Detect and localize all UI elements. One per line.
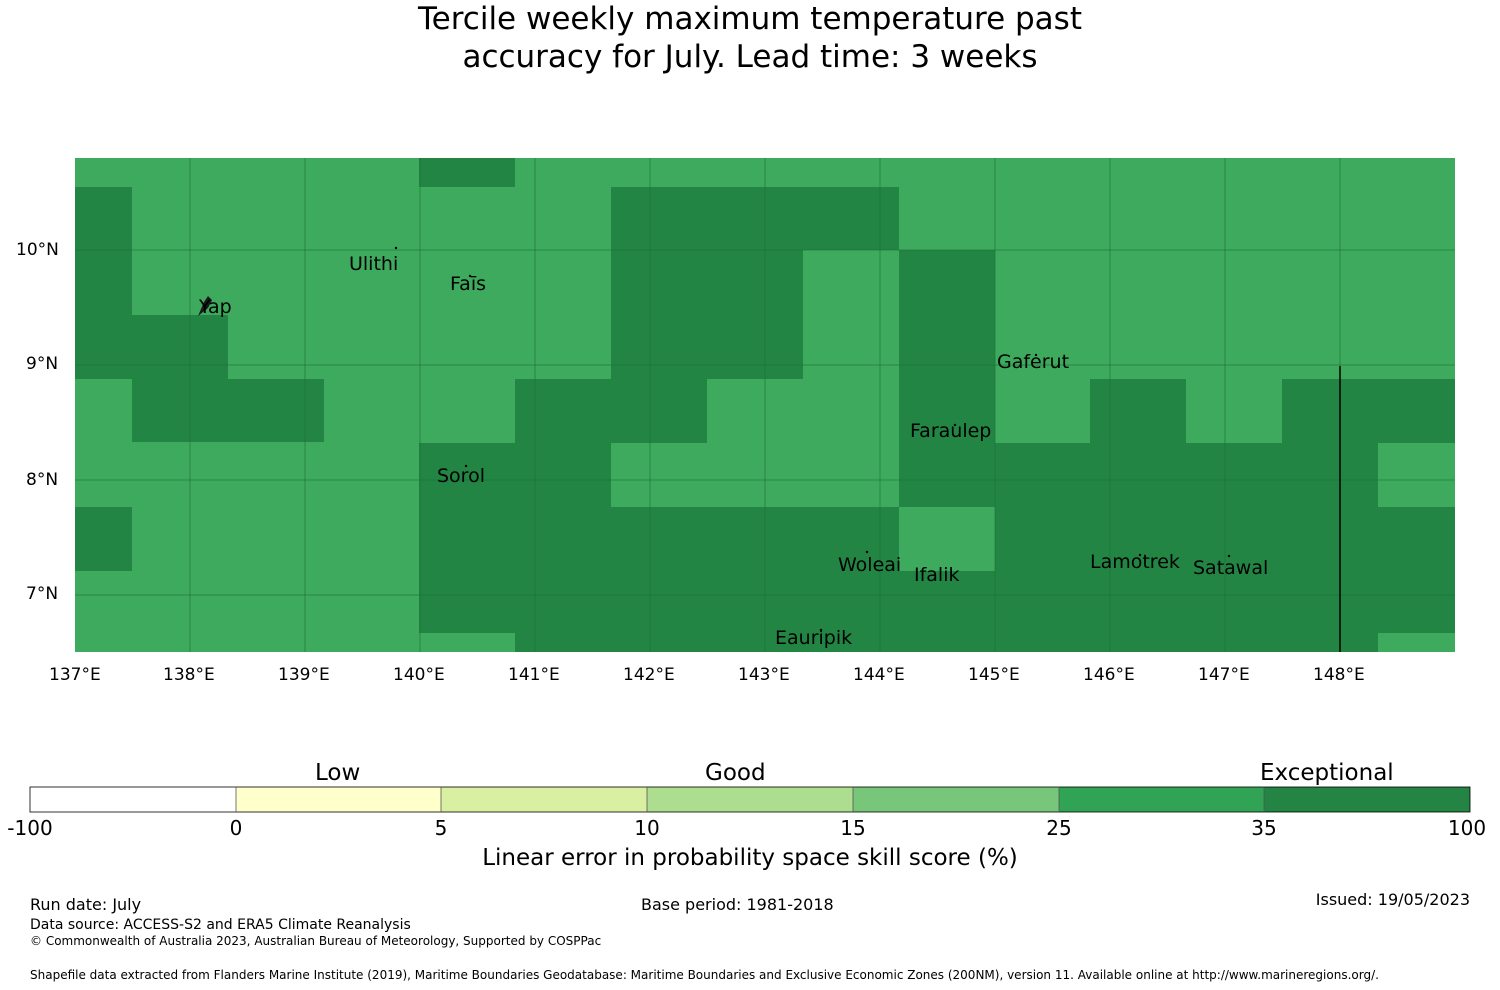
skill-cell-dark: [1282, 379, 1455, 443]
island-dot: [1034, 353, 1038, 357]
colorbar-segment: [1264, 787, 1470, 812]
colorbar-tick-minus100: -100: [7, 816, 53, 840]
colorbar-tick-15: 15: [840, 816, 866, 840]
colorbar-word-low: Low: [315, 760, 361, 786]
place-label-lamotrek: Lamotrek: [1090, 551, 1180, 573]
island-dot: [819, 628, 823, 632]
place-label-eauripik: Eauripik: [775, 627, 853, 649]
colorbar-tick-0: 0: [229, 816, 243, 840]
skill-cell-dark: [899, 571, 1455, 633]
lon-tick-144e: 144°E: [853, 665, 905, 685]
issued-date: Issued: 19/05/2023: [1315, 890, 1470, 909]
colorbar-segment: [647, 787, 853, 812]
island-yap-shape: [198, 296, 212, 316]
colorbar-segment: [1059, 787, 1264, 812]
colorbar-tick-35: 35: [1251, 816, 1277, 840]
colorbar-segment: [236, 787, 441, 812]
place-label-ulithi: Ulithi: [349, 253, 399, 275]
place-label-ifalik: Ifalik: [914, 564, 960, 586]
island-dot: [865, 550, 869, 554]
colorbar-tick-5: 5: [434, 816, 448, 840]
colorbar-word-good: Good: [705, 760, 766, 786]
copyright: © Commonwealth of Australia 2023, Austra…: [30, 934, 602, 948]
place-label-fais: Faīs: [450, 273, 487, 295]
title-line-1: Tercile weekly maximum temperature past: [417, 1, 1082, 37]
colorbar-segment: [30, 787, 236, 812]
shapefile-credit: Shapefile data extracted from Flanders M…: [30, 968, 1379, 982]
island-dot: [1227, 554, 1231, 558]
place-label-faraulep: Faraulep: [910, 420, 992, 442]
lon-tick-139e: 139°E: [278, 665, 330, 685]
colorbar-label: Linear error in probability space skill …: [482, 845, 1018, 871]
island-dot: [394, 246, 398, 250]
colorbar-tick-25: 25: [1046, 816, 1072, 840]
place-label-woleai: Woleai: [838, 554, 902, 576]
place-label-gaferut: Gaferut: [997, 351, 1070, 373]
skill-cell-dark: [611, 250, 803, 379]
place-label-sorol: Sorol: [437, 465, 485, 487]
skill-cell-dark: [611, 187, 899, 250]
lat-tick-10n: 10°N: [16, 240, 59, 260]
lon-tick-145e: 145°E: [968, 665, 1020, 685]
place-label-yap: Yap: [199, 296, 232, 318]
skill-cell-dark: [899, 443, 1455, 507]
base-period: Base period: 1981-2018: [641, 895, 834, 914]
skill-cell-light: [1378, 633, 1455, 652]
skill-cell-dark: [611, 507, 899, 652]
skill-cell-dark: [75, 315, 228, 379]
colorbar-tick-10: 10: [634, 816, 660, 840]
lon-tick-146e: 146°E: [1083, 665, 1135, 685]
data-source: Data source: ACCESS-S2 and ERA5 Climate …: [30, 917, 411, 933]
colorbar-segment: [441, 787, 647, 812]
skill-cell-dark: [899, 250, 995, 443]
colorbar-segment: [853, 787, 1059, 812]
lon-tick-148e: 148°E: [1313, 665, 1365, 685]
skill-cell-dark: [515, 379, 707, 443]
skill-cell-dark: [1090, 379, 1186, 443]
lon-tick-140e: 140°E: [393, 665, 445, 685]
skill-cell-dark: [132, 379, 324, 442]
lon-tick-142e: 142°E: [623, 665, 675, 685]
island-dot: [953, 423, 957, 427]
skill-cell-dark: [75, 187, 132, 315]
skill-cell-dark: [419, 443, 611, 652]
colorbar-frame: [29, 786, 1471, 813]
skill-cell-light: [1378, 443, 1455, 507]
colorbar: [29, 786, 1471, 813]
island-dot: [1138, 553, 1142, 557]
lat-tick-8n: 8°N: [26, 470, 59, 490]
title-line-2: accuracy for July. Lead time: 3 weeks: [462, 39, 1038, 75]
skill-cell-dark: [75, 507, 132, 571]
skill-cell-light: [419, 633, 515, 652]
lon-tick-147e: 147°E: [1198, 665, 1250, 685]
lat-tick-7n: 7°N: [26, 584, 59, 604]
island-dot: [464, 464, 468, 468]
chart-title: Tercile weekly maximum temperature past …: [0, 0, 1500, 76]
skill-cell-dark: [515, 633, 1455, 652]
colorbar-tick-100: 100: [1447, 816, 1487, 840]
skill-cell-light: [899, 507, 995, 571]
lon-tick-137e: 137°E: [49, 665, 101, 685]
place-label-satawal: Satawal: [1193, 557, 1269, 579]
lon-tick-141e: 141°E: [508, 665, 560, 685]
run-date: Run date: July: [30, 895, 142, 914]
colorbar-word-exceptional: Exceptional: [1260, 760, 1394, 786]
lon-tick-143e: 143°E: [738, 665, 790, 685]
lon-tick-138e: 138°E: [163, 665, 215, 685]
island-dot: [468, 274, 472, 278]
lat-tick-9n: 9°N: [26, 354, 59, 374]
skill-cell-dark: [419, 158, 515, 187]
